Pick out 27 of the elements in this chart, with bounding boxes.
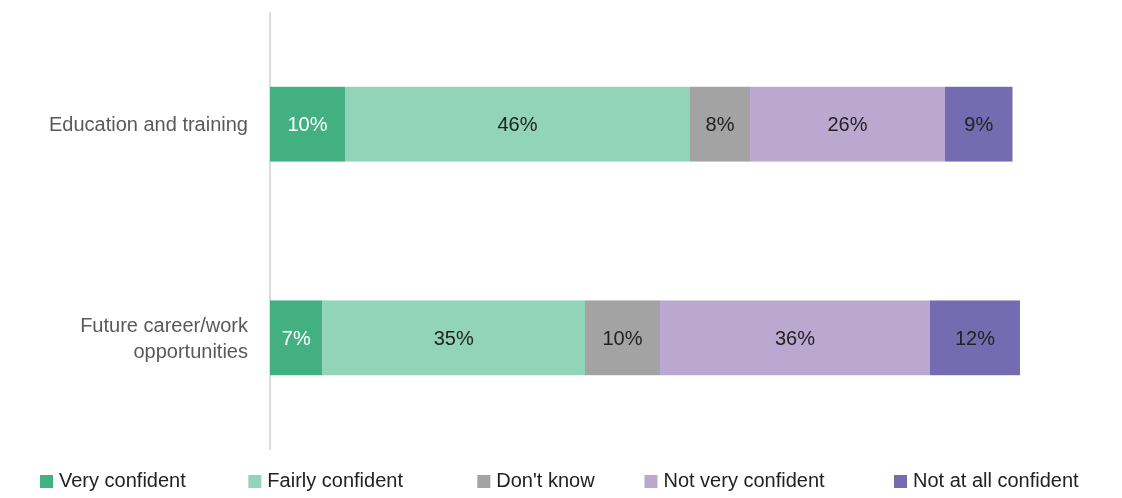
legend-label: Not very confident — [663, 469, 826, 491]
legend-label: Not at all confident — [913, 469, 1080, 491]
bar — [270, 86, 345, 162]
bar — [945, 86, 1013, 162]
data-label: 9% — [964, 113, 994, 136]
data-label: 7% — [281, 326, 311, 349]
legend-label: Very confident — [59, 469, 187, 491]
data-label: 36% — [774, 326, 816, 349]
data-label: 10% — [287, 113, 328, 136]
bar — [345, 86, 690, 162]
bar — [690, 86, 750, 162]
bar — [270, 300, 323, 376]
bar — [322, 300, 585, 376]
data-label: 26% — [827, 113, 868, 136]
bar — [750, 86, 945, 162]
data-label: 35% — [433, 326, 474, 349]
bar — [660, 300, 930, 376]
bar — [585, 300, 660, 376]
data-label: 8% — [705, 113, 735, 136]
data-label: 12% — [954, 326, 996, 349]
legend-label: Don't know — [496, 469, 596, 491]
data-label: 10% — [602, 326, 643, 349]
y-tick-label: Education and training — [48, 113, 248, 136]
legend-label: Fairly confident — [267, 469, 404, 491]
y-tick-label: Future career/work opportunities — [80, 313, 249, 362]
data-label: 46% — [497, 113, 538, 136]
bar — [930, 300, 1020, 376]
